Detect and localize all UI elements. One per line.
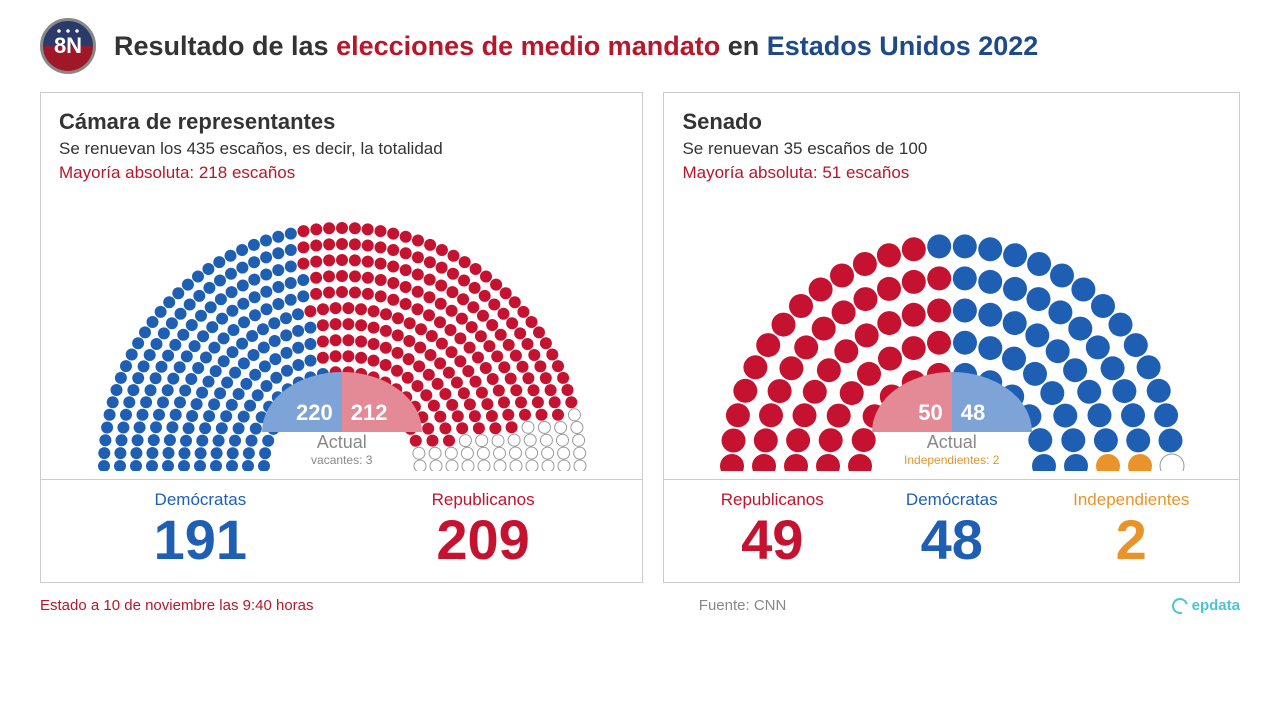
footer-brand: epdata bbox=[1172, 597, 1240, 614]
house-title: Cámara de representantes bbox=[59, 109, 624, 135]
result-value: 49 bbox=[682, 512, 862, 568]
result-block: Republicanos49 bbox=[682, 490, 862, 568]
senate-actual-label: Actual bbox=[852, 432, 1052, 453]
house-vacant-note: vacantes: 3 bbox=[242, 453, 442, 467]
house-actual-label: Actual bbox=[242, 432, 442, 453]
senate-hemicycle-wrap: 50 48 Actual Independientes: 2 bbox=[682, 191, 1221, 471]
header: 8N Resultado de las elecciones de medio … bbox=[40, 18, 1240, 74]
main-title: Resultado de las elecciones de medio man… bbox=[114, 31, 1038, 62]
senate-actual-rep: 50 bbox=[918, 400, 942, 426]
footer: Estado a 10 de noviembre las 9:40 horas … bbox=[40, 597, 1240, 614]
house-actual-rep: 212 bbox=[351, 400, 388, 426]
house-results: Demócratas191Republicanos209 bbox=[41, 479, 642, 582]
house-actual-box: 220 212 Actual vacantes: 3 bbox=[242, 372, 442, 467]
infographic-page: 8N Resultado de las elecciones de medio … bbox=[0, 0, 1280, 624]
result-label: Republicanos bbox=[342, 490, 625, 510]
result-block: Independientes2 bbox=[1042, 490, 1222, 568]
panels-row: Cámara de representantes Se renuevan los… bbox=[40, 92, 1240, 583]
footer-status: Estado a 10 de noviembre las 9:40 horas bbox=[40, 597, 314, 614]
senate-title: Senado bbox=[682, 109, 1221, 135]
result-label: Republicanos bbox=[682, 490, 862, 510]
result-label: Demócratas bbox=[862, 490, 1042, 510]
result-value: 209 bbox=[342, 512, 625, 568]
senate-majority: Mayoría absoluta: 51 escaños bbox=[682, 163, 1221, 183]
result-value: 2 bbox=[1042, 512, 1222, 568]
house-subtitle: Se renuevan los 435 escaños, es decir, l… bbox=[59, 139, 624, 159]
senate-ind-note: Independientes: 2 bbox=[852, 453, 1052, 467]
senate-actual-dem: 48 bbox=[961, 400, 985, 426]
result-label: Independientes bbox=[1042, 490, 1222, 510]
senate-actual-box: 50 48 Actual Independientes: 2 bbox=[852, 372, 1052, 467]
result-label: Demócratas bbox=[59, 490, 342, 510]
footer-source: Fuente: CNN bbox=[699, 597, 787, 614]
badge-text: 8N bbox=[54, 33, 82, 59]
house-majority: Mayoría absoluta: 218 escaños bbox=[59, 163, 624, 183]
senate-subtitle: Se renuevan 35 escaños de 100 bbox=[682, 139, 1221, 159]
epdata-icon bbox=[1169, 595, 1191, 617]
panel-house: Cámara de representantes Se renuevan los… bbox=[40, 92, 643, 583]
result-value: 48 bbox=[862, 512, 1042, 568]
result-value: 191 bbox=[59, 512, 342, 568]
result-block: Republicanos209 bbox=[342, 490, 625, 568]
house-hemicycle-wrap: 220 212 Actual vacantes: 3 bbox=[59, 191, 624, 471]
house-actual-dem: 220 bbox=[296, 400, 333, 426]
badge-8n: 8N bbox=[40, 18, 96, 74]
senate-results: Republicanos49Demócratas48Independientes… bbox=[664, 479, 1239, 582]
result-block: Demócratas48 bbox=[862, 490, 1042, 568]
result-block: Demócratas191 bbox=[59, 490, 342, 568]
panel-senate: Senado Se renuevan 35 escaños de 100 May… bbox=[663, 92, 1240, 583]
